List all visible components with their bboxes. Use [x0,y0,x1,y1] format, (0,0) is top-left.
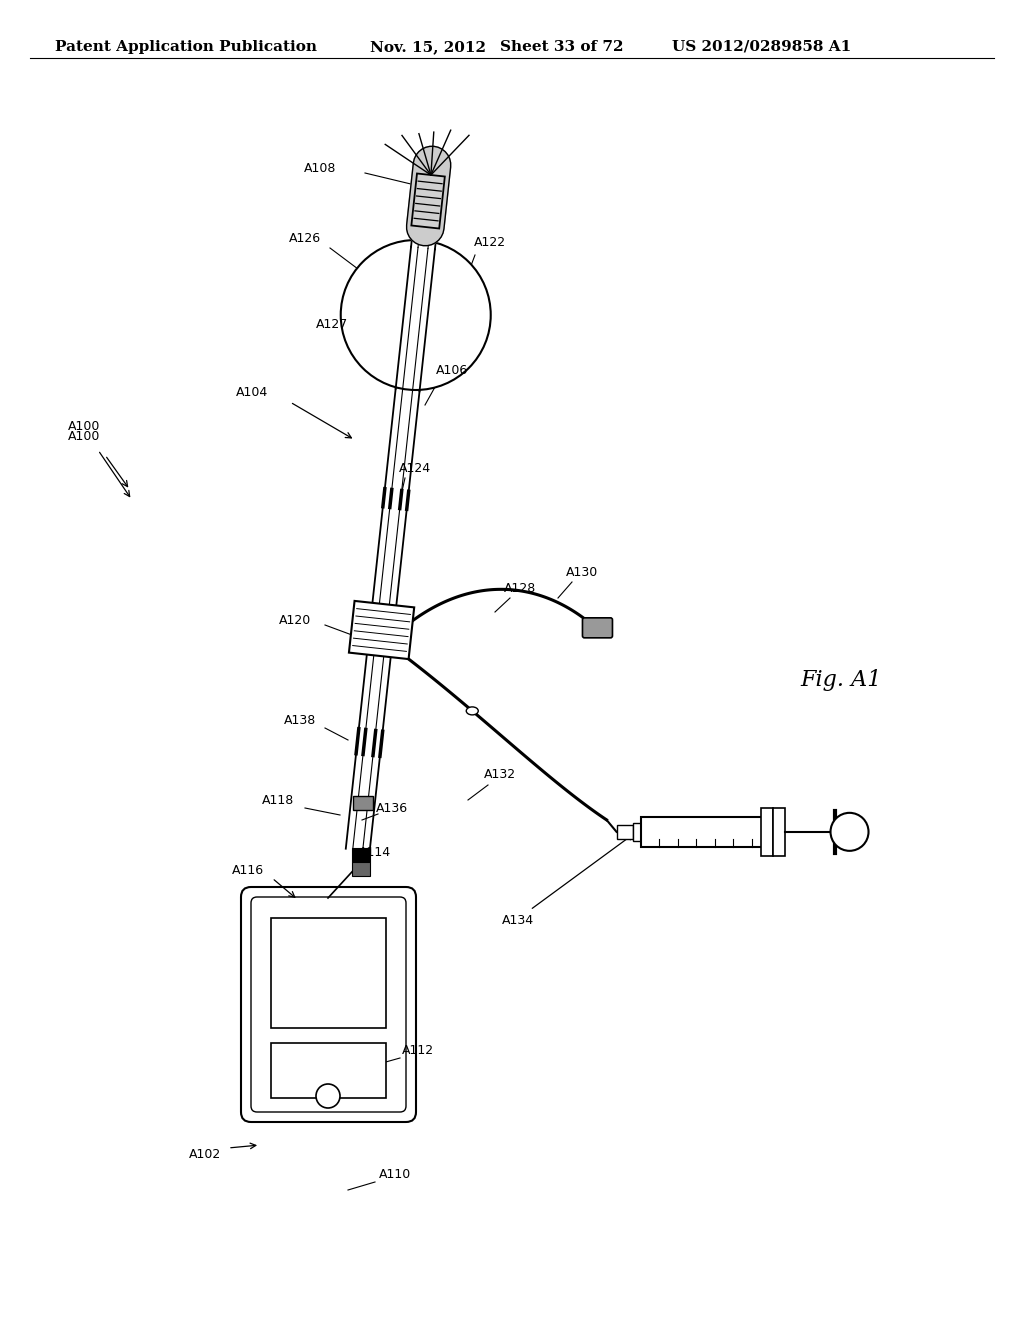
Text: A138: A138 [284,714,316,726]
FancyBboxPatch shape [583,618,612,638]
Text: A106: A106 [436,363,468,376]
Text: A120: A120 [279,614,311,627]
Bar [352,847,370,862]
Bar [616,825,633,838]
Text: A132: A132 [484,768,516,781]
Text: A102: A102 [188,1148,221,1162]
Text: A100: A100 [68,420,100,433]
Text: A122: A122 [474,235,506,248]
Text: A110: A110 [379,1168,411,1181]
Text: A108: A108 [304,161,336,174]
Text: Sheet 33 of 72: Sheet 33 of 72 [500,40,624,54]
Bar [772,808,784,855]
Text: A118: A118 [262,793,294,807]
Text: A104: A104 [236,385,268,399]
Circle shape [830,813,868,851]
Circle shape [341,240,490,389]
Text: A100: A100 [68,430,100,444]
FancyBboxPatch shape [251,898,406,1111]
Text: A126: A126 [289,231,322,244]
Text: Nov. 15, 2012: Nov. 15, 2012 [370,40,486,54]
Text: A112: A112 [402,1044,434,1056]
Text: A130: A130 [566,565,598,578]
Text: A134: A134 [502,913,535,927]
Text: A114: A114 [359,846,391,858]
Text: Fig. A1: Fig. A1 [800,669,882,690]
Bar [641,817,770,847]
FancyBboxPatch shape [241,887,416,1122]
Bar [761,808,772,855]
Polygon shape [412,173,444,228]
Text: A127: A127 [315,318,348,331]
Bar [271,917,386,1028]
Bar [352,862,370,876]
Bar [633,822,641,841]
Bar [353,796,373,810]
Ellipse shape [466,708,478,715]
Text: A128: A128 [504,582,537,594]
Text: A116: A116 [232,863,264,876]
Circle shape [316,1084,340,1107]
Text: A136: A136 [376,801,408,814]
Polygon shape [349,601,414,659]
Bar [271,1043,386,1098]
Text: US 2012/0289858 A1: US 2012/0289858 A1 [672,40,851,54]
Text: A124: A124 [399,462,431,474]
Text: Patent Application Publication: Patent Application Publication [55,40,317,54]
